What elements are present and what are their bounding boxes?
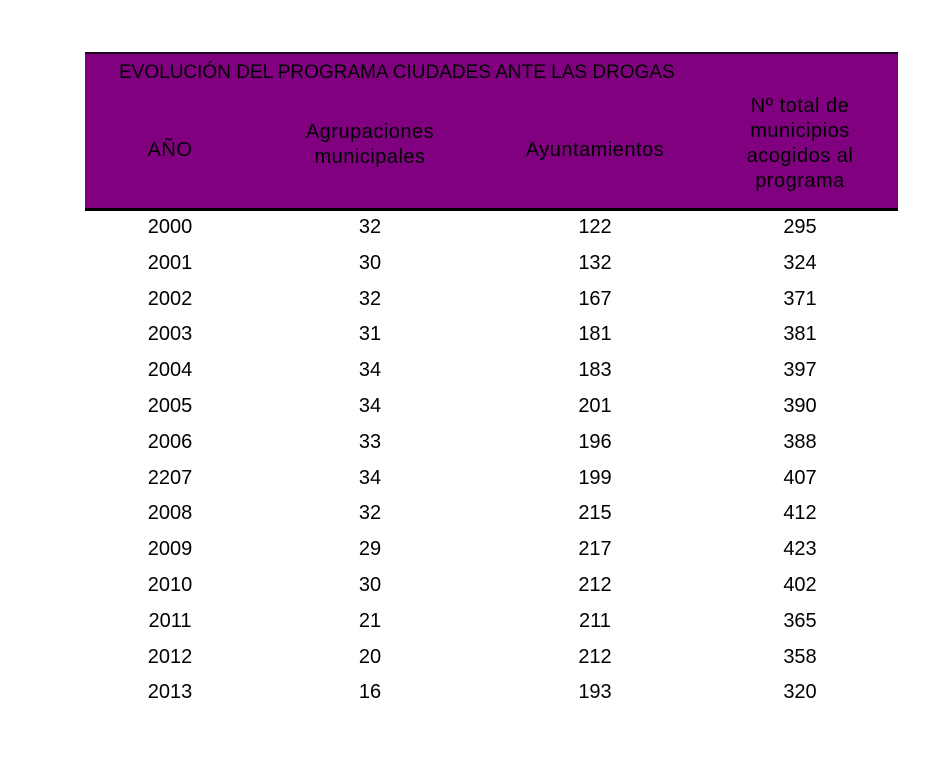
cell-ayuntamientos: 212 (578, 573, 612, 596)
table-body: 2000 32 122 295 2001 30 132 324 2002 32 167 371 2003… (85, 210, 898, 711)
cell-year: 2004 (147, 359, 193, 382)
table-row: 2002 32 167 371 (85, 282, 898, 318)
table-row: 2009 29 217 423 (85, 532, 898, 568)
cell-ayuntamientos: 215 (578, 502, 612, 525)
cell-ayuntamientos: 181 (578, 323, 612, 346)
table-row: 2011 21 211 365 (85, 604, 898, 640)
cell-year: 2003 (147, 323, 193, 346)
column-header-total-line-3: acogidos al (746, 145, 854, 167)
cell-year: 2010 (147, 573, 193, 596)
cell-total: 407 (783, 466, 817, 489)
cell-ayuntamientos: 167 (578, 287, 612, 310)
table-row: 2013 16 193 320 (85, 675, 898, 711)
cell-total: 295 (783, 216, 817, 238)
table-row: 2010 30 212 402 (85, 568, 898, 604)
cell-total: 371 (783, 287, 817, 310)
column-header-year: AÑO (115, 138, 225, 163)
cell-total: 402 (783, 573, 817, 596)
cell-ayuntamientos: 211 (579, 609, 611, 632)
cell-total: 381 (783, 323, 817, 346)
cell-agrupaciones: 34 (358, 466, 382, 489)
table-row: 2004 34 183 397 (85, 353, 898, 389)
cell-agrupaciones: 33 (358, 430, 382, 453)
column-header-ayuntamientos-label: Ayuntamientos (525, 139, 665, 161)
cell-year: 2006 (147, 430, 193, 453)
cell-total: 365 (783, 609, 817, 632)
cell-total: 320 (783, 681, 817, 704)
column-header-ayuntamientos: Ayuntamientos (490, 138, 700, 163)
column-header-total-line-1: Nº total de (750, 95, 850, 117)
column-header-total-line-2: municipios (750, 120, 850, 142)
cell-agrupaciones: 21 (358, 609, 382, 632)
table-row: 2012 20 212 358 (85, 640, 898, 676)
cell-ayuntamientos: 193 (578, 681, 612, 704)
cell-agrupaciones: 30 (358, 573, 382, 596)
cell-year: 2001 (147, 251, 193, 274)
cell-total: 397 (783, 359, 817, 382)
cell-year: 2013 (147, 681, 193, 704)
cell-total: 358 (783, 645, 817, 668)
cell-year: 2000 (147, 216, 193, 238)
table-title: EVOLUCIÓN DEL PROGRAMA CIUDADES ANTE LAS… (119, 62, 675, 83)
table-row: 2001 30 132 324 (85, 246, 898, 282)
cell-year: 2012 (147, 645, 193, 668)
column-header-agrupaciones-line-1: Agrupaciones (305, 121, 435, 143)
column-header-year-label: AÑO (147, 139, 193, 161)
column-header-agrupaciones-line-2: municipales (314, 146, 426, 168)
cell-agrupaciones: 34 (358, 359, 382, 382)
cell-year: 2207 (147, 466, 193, 489)
cell-ayuntamientos: 212 (578, 645, 612, 668)
column-header-total-line-4: programa (755, 170, 845, 192)
cell-total: 390 (783, 394, 817, 417)
table-row: 2008 32 215 412 (85, 496, 898, 532)
cell-agrupaciones: 32 (358, 502, 382, 525)
cell-ayuntamientos: 217 (578, 538, 612, 561)
cell-agrupaciones: 34 (358, 394, 382, 417)
cell-year: 2009 (147, 538, 193, 561)
cell-agrupaciones: 29 (358, 538, 382, 561)
cell-year: 2011 (148, 609, 192, 632)
table-row: 2006 33 196 388 (85, 425, 898, 461)
cell-ayuntamientos: 183 (578, 359, 612, 382)
table-row: 2005 34 201 390 (85, 389, 898, 425)
cell-total: 324 (783, 251, 817, 274)
cell-year: 2002 (147, 287, 193, 310)
cell-year: 2008 (147, 502, 193, 525)
table-header: EVOLUCIÓN DEL PROGRAMA CIUDADES ANTE LAS… (85, 52, 898, 211)
column-header-agrupaciones: Agrupaciones municipales (260, 120, 480, 170)
table-row: 2003 31 181 381 (85, 317, 898, 353)
cell-total: 388 (783, 430, 817, 453)
cell-agrupaciones: 31 (358, 323, 382, 346)
table-row: 2207 34 199 407 (85, 461, 898, 497)
cell-total: 412 (783, 502, 817, 525)
cell-year: 2005 (147, 394, 193, 417)
cell-agrupaciones: 16 (358, 681, 382, 704)
cell-agrupaciones: 30 (358, 251, 382, 274)
cell-ayuntamientos: 199 (578, 466, 612, 489)
cell-ayuntamientos: 196 (578, 430, 612, 453)
cell-agrupaciones: 20 (358, 645, 382, 668)
cell-agrupaciones: 32 (358, 216, 382, 238)
column-header-total: Nº total de municipios acogidos al progr… (710, 94, 890, 194)
cell-ayuntamientos: 122 (578, 216, 612, 238)
table-row: 2000 32 122 295 (85, 210, 898, 246)
cell-agrupaciones: 32 (358, 287, 382, 310)
cell-ayuntamientos: 201 (578, 394, 612, 417)
cell-total: 423 (783, 538, 817, 561)
cell-ayuntamientos: 132 (578, 251, 612, 274)
